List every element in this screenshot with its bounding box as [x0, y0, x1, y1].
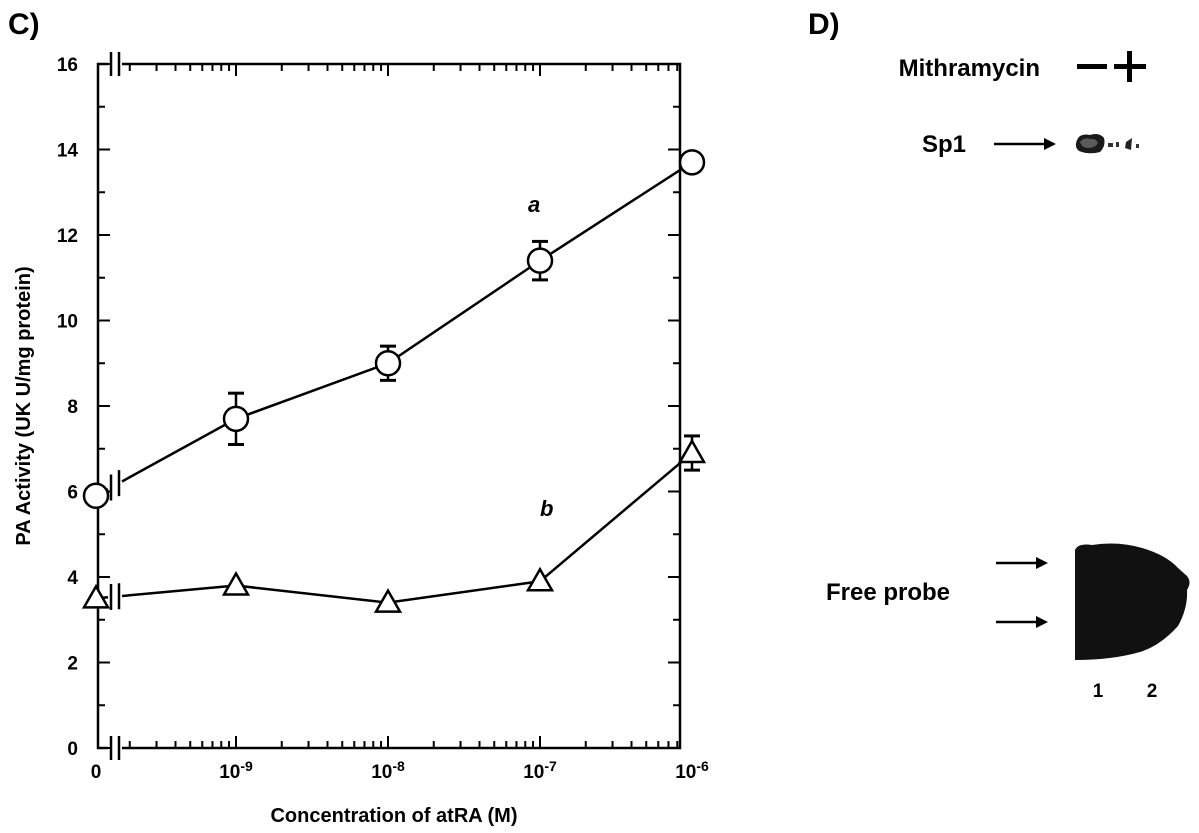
free-probe-band: [1075, 543, 1190, 660]
series-b-triangle-point: [677, 438, 707, 464]
sp1-arrow-icon: [994, 138, 1056, 150]
pa-activity-chart: 0 2 4 6 8 10 12 14 16 0 10-9 10-8 10-7 10-6 a b Conc…: [13, 52, 709, 827]
free-probe-arrow-upper-icon: [996, 557, 1048, 569]
sp1-label: Sp1: [922, 131, 966, 158]
series-a-circle-point: [374, 350, 402, 377]
series-b-triangle-point: [81, 583, 111, 609]
gel-panel: Mithramycin − + Sp1 Free probe: [826, 51, 1190, 702]
y-tick-label: 10: [57, 312, 78, 333]
panel-c-letter: C): [8, 8, 40, 41]
series-b-triangle-point: [525, 566, 555, 592]
x-tick-label: 10-8: [371, 758, 405, 783]
series-a-circle-point: [526, 247, 554, 274]
x-axis-tick-labels: 0 10-9 10-8 10-7 10-6: [91, 758, 709, 783]
lane-1-minus-sign: −: [1077, 64, 1107, 69]
lane-1-label: 1: [1093, 681, 1104, 702]
plot-frame: [96, 62, 682, 750]
y-axis-title: PA Activity (UK U/mg protein): [13, 266, 35, 545]
series-a-line: [95, 161, 693, 501]
sp1-band: [1075, 134, 1139, 154]
series-a-circle-point: [678, 149, 706, 176]
y-axis-ticks: [98, 63, 680, 749]
series-b-label: b: [540, 496, 553, 521]
lane-2-plus-sign: +: [1114, 51, 1146, 82]
series-a-circle-point: [82, 482, 110, 510]
y-tick-label: 4: [67, 568, 78, 589]
x-axis-title: Concentration of atRA (M): [270, 805, 517, 827]
x-axis-break-bottom: [108, 736, 122, 760]
y-tick-label: 16: [57, 55, 78, 76]
x-tick-label: 10-9: [219, 758, 253, 783]
y-tick-label: 2: [67, 654, 78, 675]
free-probe-label: Free probe: [826, 579, 950, 606]
x-tick-label: 10-6: [675, 758, 709, 783]
y-tick-label: 6: [67, 483, 78, 504]
lane-2-label: 2: [1147, 681, 1158, 702]
series-a-circle-point: [222, 405, 250, 433]
x-axis-ticks: [128, 64, 679, 748]
series-layer: [81, 149, 707, 613]
y-tick-label: 0: [67, 739, 78, 760]
series-b-line: [95, 452, 693, 611]
series-b-segment: [121, 452, 693, 604]
mithramycin-label: Mithramycin: [899, 55, 1040, 82]
panel-d-letter: D): [808, 8, 840, 41]
free-probe-arrow-lower-icon: [996, 616, 1048, 628]
y-tick-label: 14: [57, 141, 79, 162]
y-tick-label: 8: [67, 397, 78, 418]
series-a-label: a: [528, 192, 540, 217]
y-axis-tick-labels: 0 2 4 6 8 10 12 14 16: [57, 55, 79, 760]
x-tick-label: 10-7: [523, 758, 557, 783]
y-tick-label: 12: [57, 226, 78, 247]
series-b-triangle-point: [373, 588, 403, 613]
x-tick-label: 0: [91, 762, 102, 783]
x-axis-break-top: [108, 52, 122, 76]
series-a-segment: [121, 161, 693, 483]
series-b-triangle-point: [221, 571, 251, 596]
